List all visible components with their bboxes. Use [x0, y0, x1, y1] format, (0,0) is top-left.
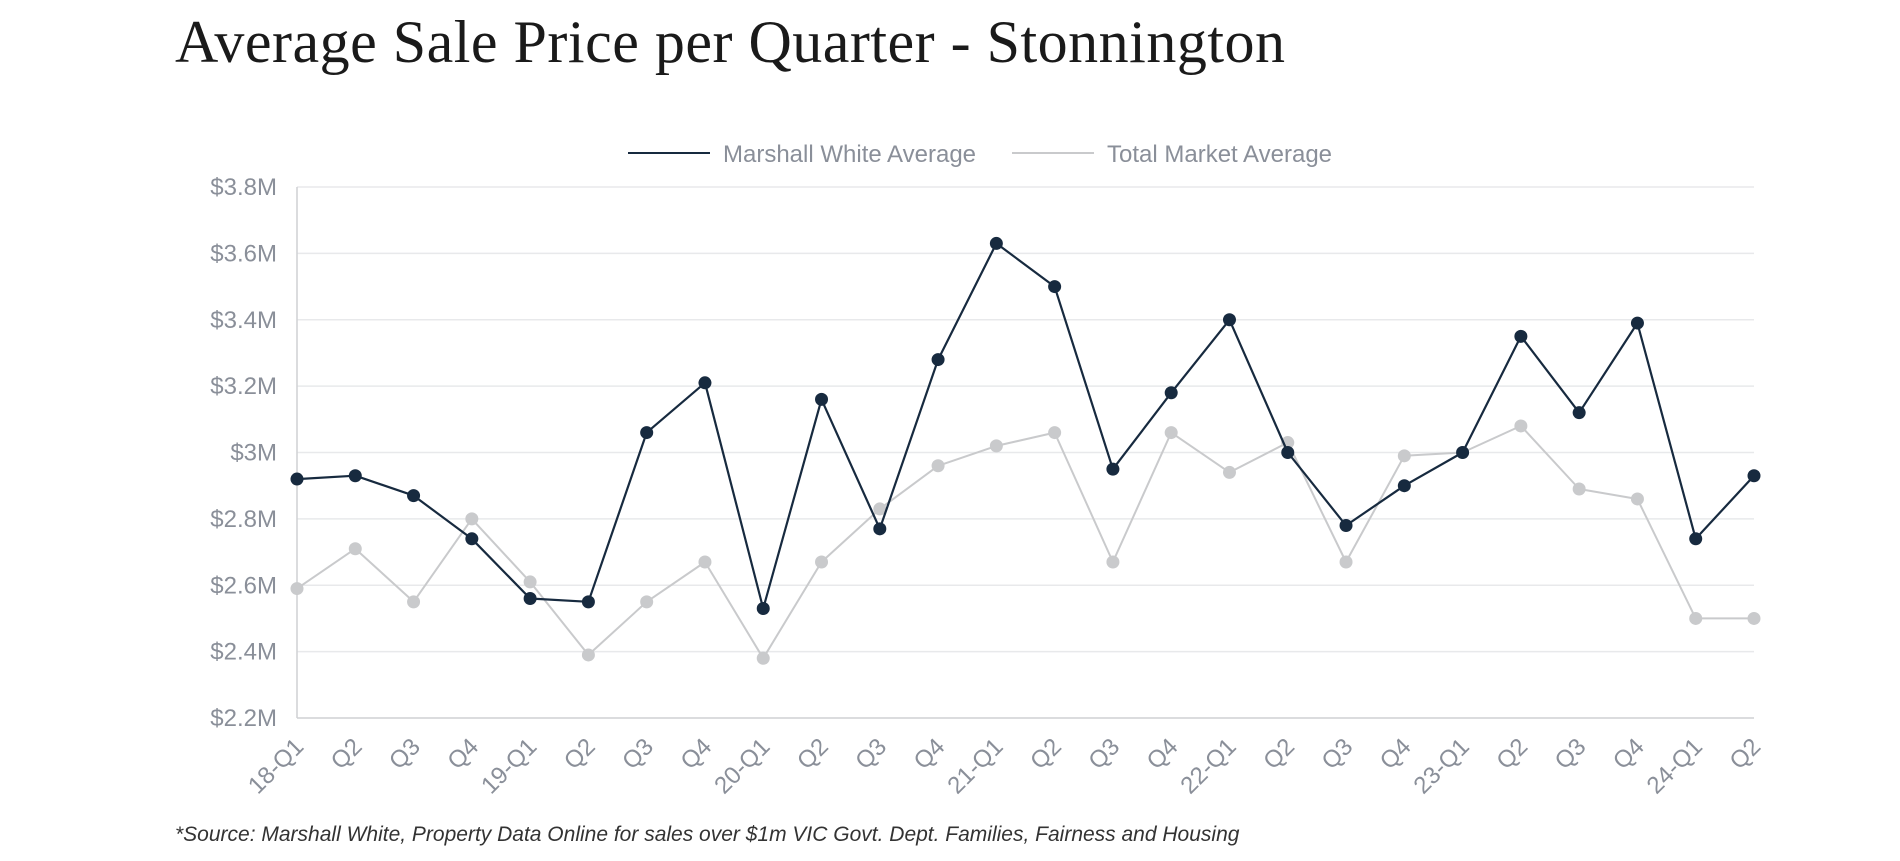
data-point-total-market: [1339, 555, 1353, 569]
legend-label-total-market: Total Market Average: [1107, 141, 1332, 168]
x-tick-label: 20-Q1: [709, 733, 775, 799]
data-point-marshall-white: [1630, 316, 1644, 330]
data-point-marshall-white: [1514, 329, 1528, 343]
data-point-marshall-white: [1456, 446, 1470, 459]
x-tick-label: Q2: [1491, 733, 1533, 775]
x-tick-label: Q4: [442, 733, 484, 775]
x-tick-label: Q3: [1317, 733, 1359, 775]
data-point-marshall-white: [931, 353, 945, 367]
series-total-market: [290, 419, 1761, 665]
data-point-total-market: [1630, 492, 1644, 506]
y-tick-label: $2.6M: [210, 572, 277, 599]
series-marshall-white: [290, 236, 1761, 615]
data-point-marshall-white: [698, 376, 712, 390]
x-tick-label: Q4: [1375, 733, 1417, 775]
x-tick-label: Q4: [1608, 733, 1650, 775]
data-point-total-market: [989, 439, 1003, 453]
y-tick-label: $2.8M: [210, 506, 277, 533]
x-tick-label: Q2: [559, 733, 601, 775]
y-tick-label: $3.8M: [210, 174, 277, 201]
data-point-marshall-white: [1222, 313, 1236, 327]
x-tick-label: Q2: [1025, 733, 1067, 775]
y-axis-ticks: $2.2M $2.4M $2.6M $2.8M $3M $3.2M $3.4M $3.6M $3…: [210, 174, 277, 732]
data-point-total-market: [640, 595, 654, 609]
x-tick-label: Q4: [909, 733, 951, 775]
data-point-total-market: [873, 502, 887, 516]
line-chart: $2.2M $2.4M $2.6M $2.8M $3M $3.2M $3.4M $3.6M $3…: [210, 141, 1766, 799]
y-tick-label: $3.2M: [210, 373, 277, 400]
data-point-total-market: [1689, 611, 1703, 625]
data-point-marshall-white: [873, 522, 887, 536]
data-point-total-market: [465, 512, 479, 526]
data-point-total-market: [1572, 482, 1586, 496]
data-point-marshall-white: [1106, 462, 1120, 476]
x-tick-label: 24-Q1: [1642, 733, 1708, 799]
data-point-marshall-white: [523, 592, 537, 606]
data-point-marshall-white: [756, 601, 770, 615]
data-point-marshall-white: [1281, 446, 1295, 459]
data-point-total-market: [1222, 465, 1236, 479]
data-point-total-market: [523, 575, 537, 589]
data-point-total-market: [756, 651, 770, 665]
series-line-marshall-white: [296, 242, 1755, 610]
data-point-marshall-white: [1048, 280, 1062, 294]
x-tick-label: Q4: [675, 733, 717, 775]
x-tick-label: 21-Q1: [942, 733, 1008, 799]
data-point-total-market: [815, 555, 829, 569]
data-point-marshall-white: [1164, 386, 1178, 400]
data-point-marshall-white: [465, 532, 479, 546]
x-tick-label: Q2: [1258, 733, 1300, 775]
legend: Marshall White Average Total Market Aver…: [628, 141, 1332, 168]
data-point-marshall-white: [815, 392, 829, 406]
x-tick-label: Q2: [792, 733, 834, 775]
source-footnote: *Source: Marshall White, Property Data O…: [175, 823, 1240, 846]
x-tick-label: Q3: [850, 733, 892, 775]
series-line-total-market: [296, 424, 1754, 660]
data-point-marshall-white: [1397, 479, 1411, 493]
data-point-total-market: [581, 648, 595, 662]
x-tick-label: 19-Q1: [476, 733, 542, 799]
x-tick-label: 22-Q1: [1175, 733, 1241, 799]
data-point-total-market: [1514, 419, 1528, 433]
data-point-total-market: [407, 595, 421, 609]
data-point-total-market: [1397, 449, 1411, 463]
data-point-total-market: [931, 459, 945, 473]
data-point-total-market: [1164, 426, 1178, 440]
x-tick-label: Q2: [1725, 733, 1767, 775]
grid-lines: [296, 186, 1754, 719]
y-tick-label: $3.4M: [210, 307, 277, 334]
legend-label-marshall-white: Marshall White Average: [723, 141, 976, 168]
chart-title: Average Sale Price per Quarter - Stonnin…: [175, 9, 1286, 75]
series-lines: [290, 236, 1761, 665]
data-point-total-market: [1747, 611, 1761, 625]
data-point-marshall-white: [290, 472, 304, 486]
y-tick-label: $2.4M: [210, 639, 277, 666]
x-tick-label: Q4: [1142, 733, 1184, 775]
data-point-total-market: [698, 555, 712, 569]
data-point-total-market: [1048, 426, 1062, 440]
x-tick-label: Q2: [326, 733, 368, 775]
data-point-marshall-white: [1339, 519, 1353, 533]
data-point-total-market: [290, 582, 304, 596]
data-point-marshall-white: [640, 426, 654, 440]
data-point-marshall-white: [1689, 532, 1703, 546]
y-tick-label: $3.6M: [210, 240, 277, 267]
x-tick-label: 18-Q1: [243, 733, 309, 799]
data-point-marshall-white: [348, 469, 362, 483]
data-point-marshall-white: [581, 595, 595, 609]
x-tick-label: Q3: [617, 733, 659, 775]
data-point-marshall-white: [989, 236, 1003, 250]
data-point-marshall-white: [1747, 469, 1761, 483]
data-point-total-market: [1106, 555, 1120, 569]
data-point-marshall-white: [407, 489, 421, 503]
x-tick-label: 23-Q1: [1409, 733, 1475, 799]
x-tick-label: Q3: [384, 733, 426, 775]
data-point-total-market: [348, 542, 362, 556]
data-point-marshall-white: [1572, 406, 1586, 420]
x-tick-label: Q3: [1550, 733, 1592, 775]
y-tick-label: $2.2M: [210, 705, 277, 732]
x-tick-label: Q3: [1083, 733, 1125, 775]
y-tick-label: $3M: [230, 440, 277, 467]
